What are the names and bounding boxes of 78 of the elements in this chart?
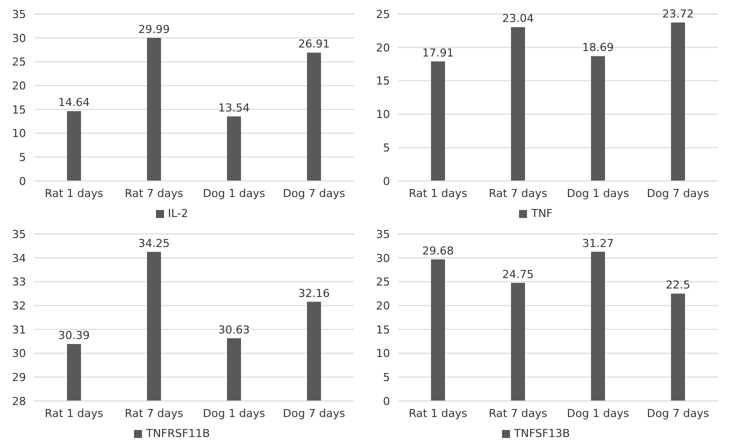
y-tick-label: 20 <box>376 41 390 54</box>
data-label: 31.27 <box>582 236 614 250</box>
x-tick-label: Dog 1 days <box>566 186 630 200</box>
y-tick-label: 35 <box>376 228 390 241</box>
data-label: 23.04 <box>502 12 534 26</box>
y-tick-label: 5 <box>19 151 26 164</box>
y-tick-label: 5 <box>383 371 390 384</box>
legend-label: IL-2 <box>168 207 188 220</box>
x-tick-label: Rat 1 days <box>44 406 104 420</box>
bar <box>227 116 241 181</box>
data-label: 22.5 <box>666 278 690 292</box>
x-tick-label: Rat 7 days <box>124 406 184 420</box>
x-tick-label: Rat 7 days <box>488 186 548 200</box>
bar <box>431 259 445 401</box>
y-tick-label: 25 <box>376 276 390 289</box>
data-label: 34.25 <box>138 236 170 250</box>
data-label: 29.68 <box>422 244 454 258</box>
x-tick-label: Dog 1 days <box>202 186 266 200</box>
x-tick-label: Dog 7 days <box>646 186 710 200</box>
data-label: 18.69 <box>582 41 614 54</box>
x-tick-label: Dog 1 days <box>202 406 266 420</box>
x-tick-label: Rat 1 days <box>44 186 104 200</box>
legend-label: TNF <box>531 207 553 220</box>
data-label: 23.72 <box>662 8 694 21</box>
y-tick-label: 0 <box>383 174 390 188</box>
data-label: 13.54 <box>218 101 250 114</box>
data-label: 30.39 <box>58 328 90 342</box>
x-tick-label: Rat 7 days <box>124 186 184 200</box>
y-tick-label: 20 <box>12 79 26 92</box>
y-tick-label: 10 <box>12 127 26 140</box>
bar <box>671 22 685 181</box>
y-tick-label: 30 <box>12 347 26 360</box>
x-tick-label: Rat 1 days <box>408 406 468 420</box>
data-label: 17.91 <box>422 46 454 60</box>
bar <box>511 27 525 181</box>
x-tick-label: Dog 7 days <box>646 406 710 420</box>
bar <box>591 252 605 401</box>
y-tick-label: 28 <box>12 394 26 408</box>
y-tick-label: 35 <box>12 8 26 21</box>
y-tick-label: 15 <box>376 74 390 88</box>
y-tick-label: 0 <box>383 394 390 408</box>
bar <box>431 61 445 181</box>
y-tick-label: 10 <box>376 347 390 360</box>
data-label: 32.16 <box>298 286 330 300</box>
bar <box>147 38 161 181</box>
y-tick-label: 0 <box>19 174 26 188</box>
bar <box>671 294 685 401</box>
y-tick-label: 30 <box>12 32 26 45</box>
y-tick-label: 25 <box>376 8 390 21</box>
y-tick-label: 25 <box>12 56 26 69</box>
x-tick-label: Dog 7 days <box>282 406 346 420</box>
y-tick-label: 10 <box>376 108 390 122</box>
data-label: 29.99 <box>138 22 170 36</box>
y-tick-label: 31 <box>12 323 26 336</box>
bar <box>511 282 525 401</box>
y-tick-label: 15 <box>376 323 390 336</box>
y-tick-label: 20 <box>376 299 390 312</box>
data-label: 26.91 <box>298 38 330 51</box>
x-tick-label: Dog 1 days <box>566 406 630 420</box>
data-label: 14.64 <box>58 96 90 110</box>
y-tick-label: 33 <box>12 276 26 289</box>
x-tick-label: Rat 7 days <box>488 406 548 420</box>
legend-label: TNFRSF11B <box>146 427 210 440</box>
y-tick-label: 32 <box>12 299 26 312</box>
data-label: 30.63 <box>218 323 250 336</box>
y-tick-label: 35 <box>12 228 26 241</box>
bar <box>591 56 605 181</box>
y-tick-label: 15 <box>12 103 26 116</box>
bar <box>67 111 81 181</box>
y-tick-label: 30 <box>376 252 390 265</box>
x-tick-label: Rat 1 days <box>408 186 468 200</box>
data-label: 24.75 <box>502 268 534 281</box>
y-tick-label: 34 <box>12 252 26 265</box>
x-tick-label: Dog 7 days <box>282 186 346 200</box>
legend-label: TNFSF13B <box>514 427 570 440</box>
bar <box>307 52 321 181</box>
y-tick-label: 5 <box>383 142 390 155</box>
y-tick-label: 29 <box>12 371 26 384</box>
